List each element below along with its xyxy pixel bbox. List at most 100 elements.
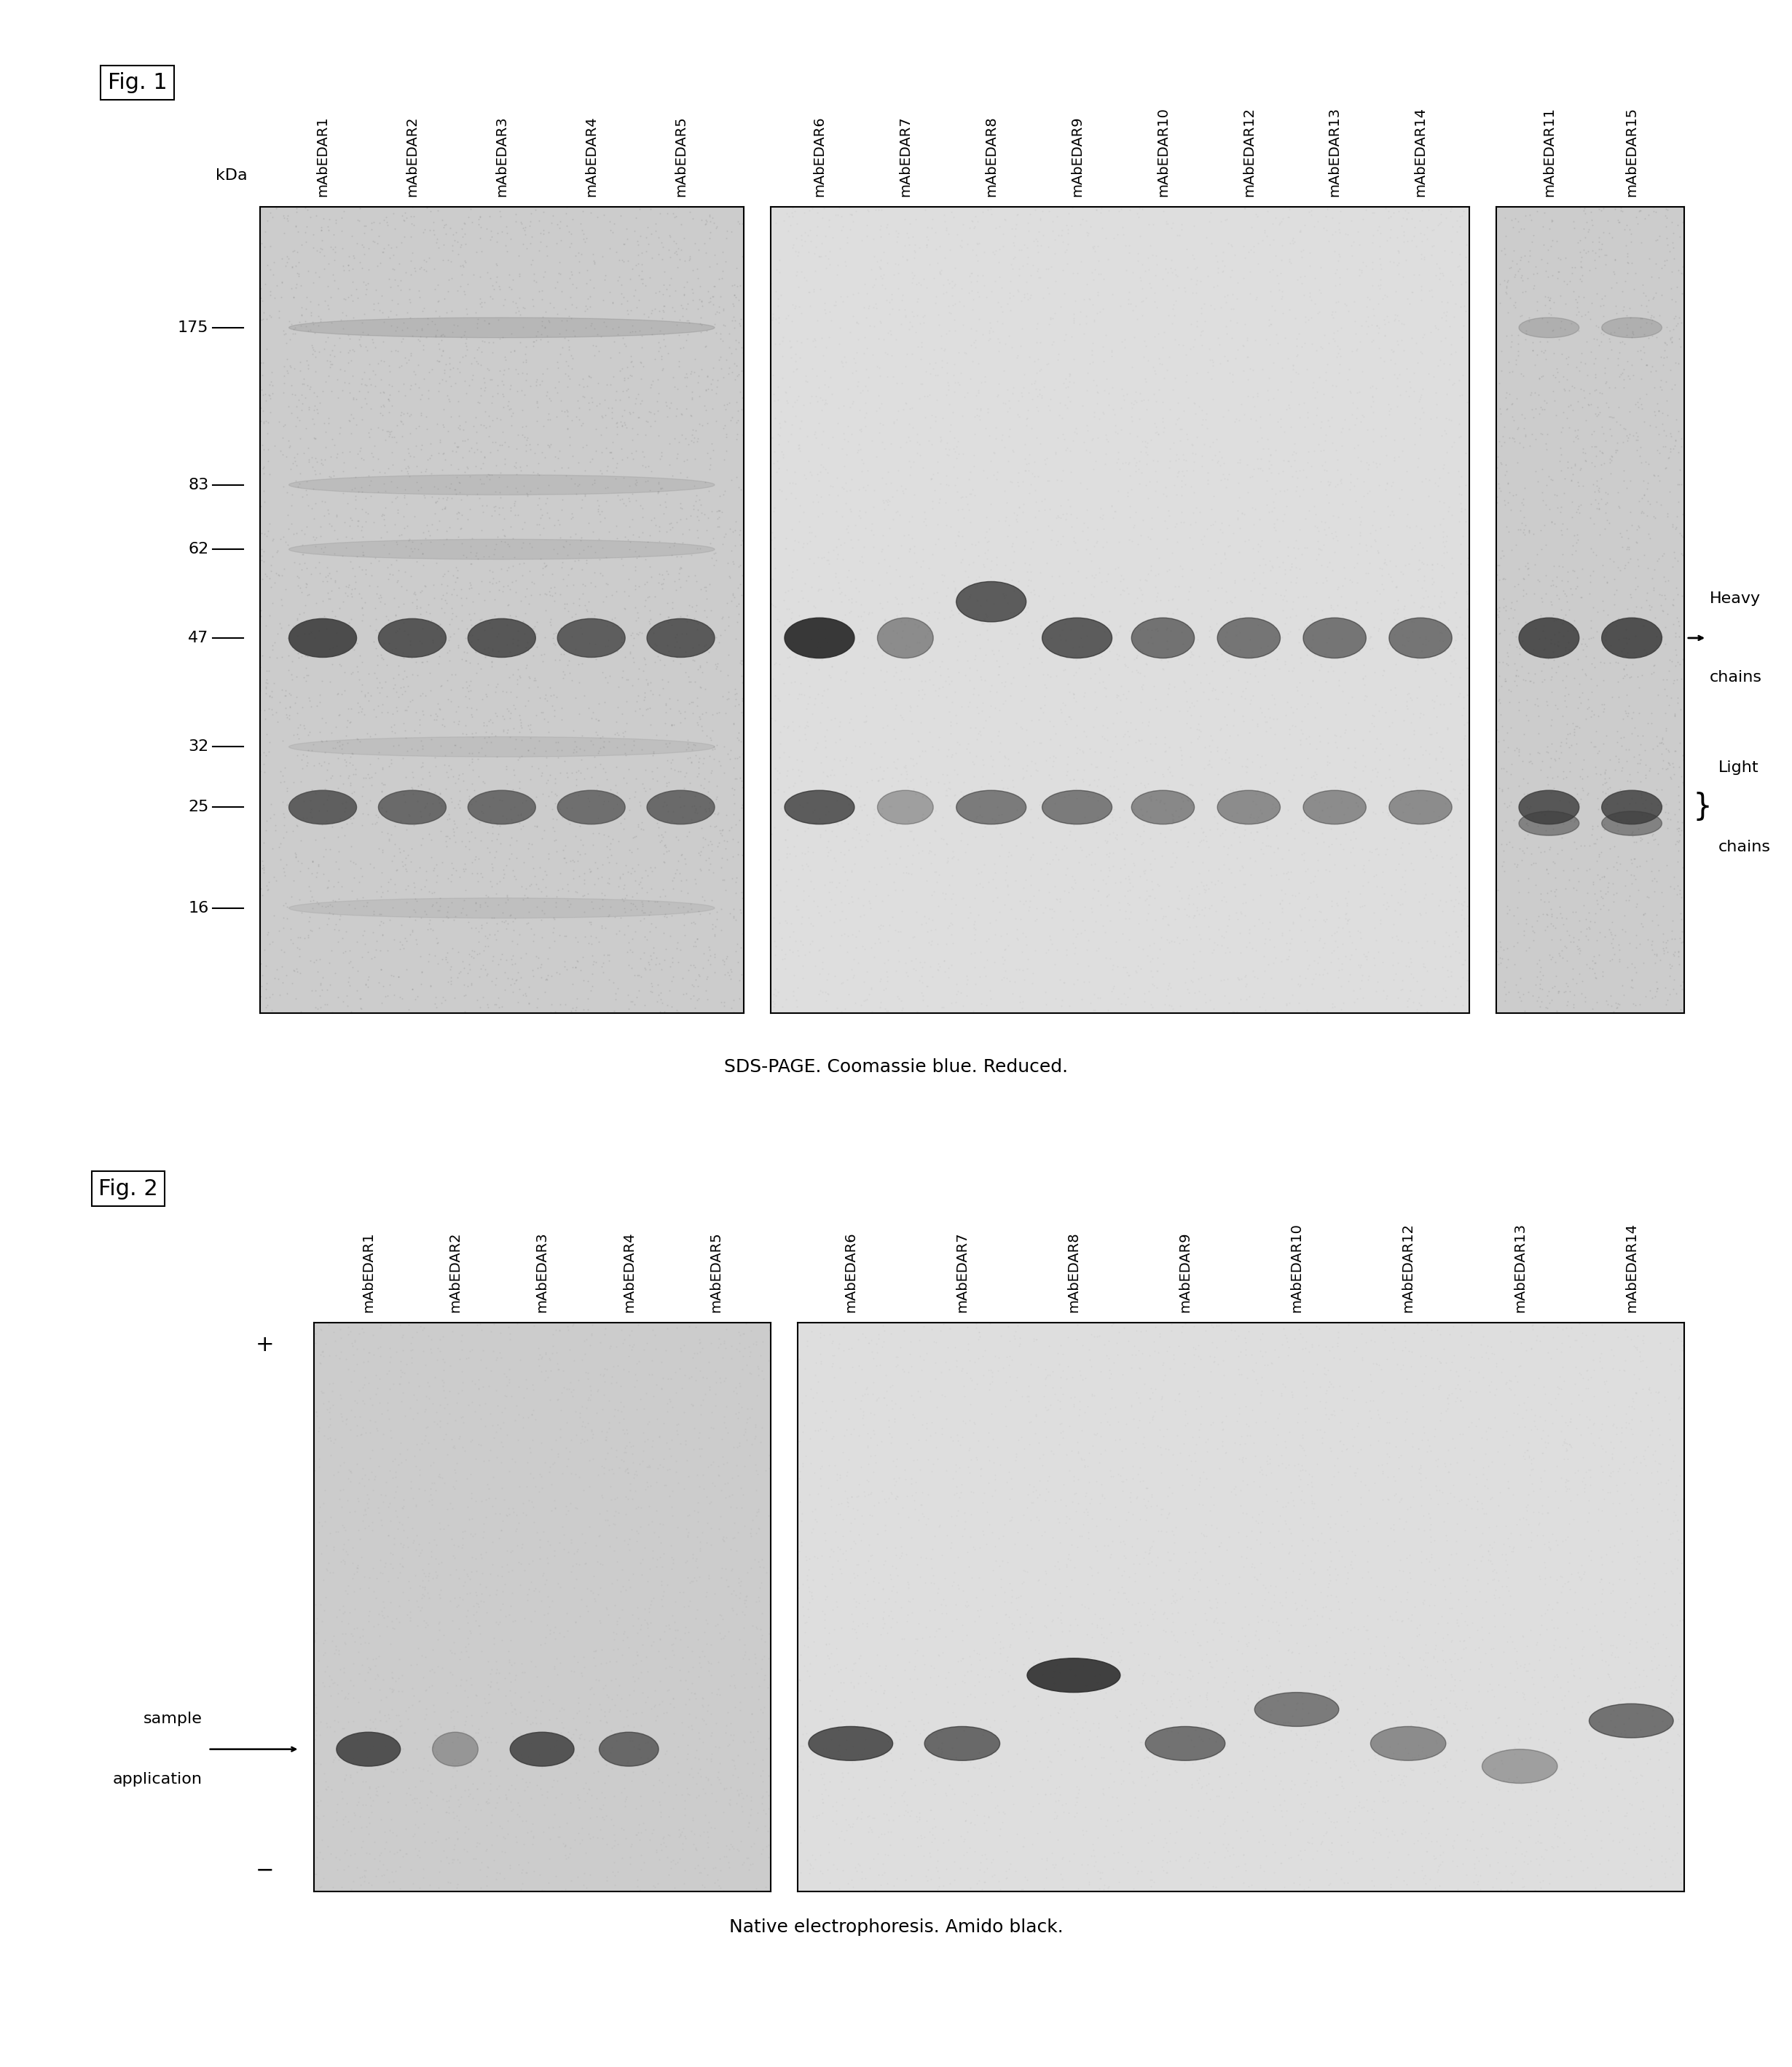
Point bbox=[527, 1759, 556, 1792]
Point bbox=[482, 835, 511, 868]
Point bbox=[473, 957, 502, 990]
Point bbox=[819, 1536, 848, 1569]
Point bbox=[907, 1829, 935, 1862]
Point bbox=[710, 1327, 738, 1360]
Point bbox=[659, 1718, 688, 1751]
Point bbox=[1185, 713, 1213, 746]
Point bbox=[1435, 868, 1464, 901]
Point bbox=[1525, 1472, 1554, 1505]
Point bbox=[405, 680, 434, 713]
Point bbox=[1559, 1780, 1588, 1813]
Point bbox=[1423, 1699, 1452, 1732]
Point bbox=[1489, 265, 1518, 298]
Point bbox=[810, 1757, 839, 1790]
Point bbox=[1498, 1821, 1527, 1854]
Point bbox=[1649, 560, 1677, 593]
Point bbox=[559, 736, 588, 769]
Point bbox=[1437, 1538, 1466, 1571]
Point bbox=[570, 1337, 599, 1370]
Point bbox=[711, 1362, 740, 1395]
Point bbox=[1271, 320, 1299, 353]
Point bbox=[774, 200, 803, 234]
Point bbox=[1260, 486, 1288, 519]
Point bbox=[1242, 1364, 1271, 1397]
Point bbox=[552, 1372, 581, 1406]
Point bbox=[717, 269, 745, 302]
Point bbox=[1618, 1385, 1647, 1418]
Point bbox=[529, 697, 557, 730]
Point bbox=[1059, 1463, 1088, 1497]
Point bbox=[443, 1670, 471, 1703]
Point bbox=[609, 719, 638, 752]
Point bbox=[274, 424, 303, 457]
Point bbox=[1430, 1654, 1459, 1687]
Point bbox=[376, 819, 405, 852]
Point bbox=[645, 1623, 674, 1656]
Point bbox=[407, 1310, 435, 1344]
Point bbox=[647, 819, 676, 852]
Point bbox=[955, 804, 984, 837]
Point bbox=[1063, 533, 1091, 566]
Point bbox=[511, 420, 539, 453]
Point bbox=[1253, 1751, 1281, 1784]
Point bbox=[1389, 1765, 1417, 1798]
Point bbox=[321, 329, 349, 362]
Point bbox=[547, 1875, 575, 1908]
Point bbox=[1233, 320, 1262, 353]
Point bbox=[1095, 1362, 1124, 1395]
Point bbox=[898, 1794, 926, 1827]
Point bbox=[400, 500, 428, 533]
Point bbox=[1158, 535, 1186, 568]
Point bbox=[815, 1678, 844, 1711]
Point bbox=[1263, 643, 1292, 676]
Point bbox=[1527, 418, 1555, 451]
Point bbox=[1107, 391, 1136, 424]
Point bbox=[1419, 601, 1448, 635]
Point bbox=[1210, 980, 1238, 1013]
Point bbox=[842, 1585, 871, 1618]
Point bbox=[1050, 236, 1079, 269]
Point bbox=[570, 1869, 599, 1902]
Point bbox=[618, 1559, 647, 1592]
Point bbox=[1032, 936, 1061, 969]
Point bbox=[1575, 213, 1604, 246]
Point bbox=[305, 847, 333, 881]
Point bbox=[466, 211, 495, 244]
Point bbox=[812, 387, 840, 420]
Point bbox=[616, 1430, 645, 1463]
Point bbox=[749, 1765, 778, 1798]
Point bbox=[713, 546, 742, 579]
Point bbox=[324, 924, 353, 957]
Point bbox=[1333, 1703, 1362, 1736]
Point bbox=[1412, 1835, 1441, 1869]
Point bbox=[1256, 1346, 1285, 1379]
Point bbox=[1557, 1310, 1586, 1344]
Point bbox=[1652, 420, 1681, 453]
Point bbox=[400, 356, 428, 389]
Ellipse shape bbox=[1131, 618, 1195, 657]
Point bbox=[1566, 1784, 1595, 1817]
Point bbox=[256, 300, 285, 333]
Point bbox=[1254, 453, 1283, 486]
Point bbox=[952, 1804, 980, 1838]
Point bbox=[366, 246, 394, 279]
Point bbox=[457, 548, 486, 581]
Point bbox=[1279, 349, 1308, 382]
Point bbox=[471, 1571, 500, 1604]
Point bbox=[674, 1459, 702, 1492]
Point bbox=[1597, 1629, 1625, 1662]
Point bbox=[649, 471, 677, 504]
Point bbox=[670, 1590, 699, 1623]
Point bbox=[1134, 709, 1163, 742]
Point bbox=[1564, 614, 1593, 647]
Point bbox=[362, 874, 391, 907]
Point bbox=[688, 608, 717, 641]
Point bbox=[1530, 798, 1559, 831]
Point bbox=[477, 459, 505, 492]
Point bbox=[1165, 424, 1193, 457]
Point bbox=[799, 794, 828, 827]
Point bbox=[991, 566, 1020, 599]
Point bbox=[489, 289, 518, 322]
Point bbox=[1095, 837, 1124, 870]
Point bbox=[995, 748, 1023, 781]
